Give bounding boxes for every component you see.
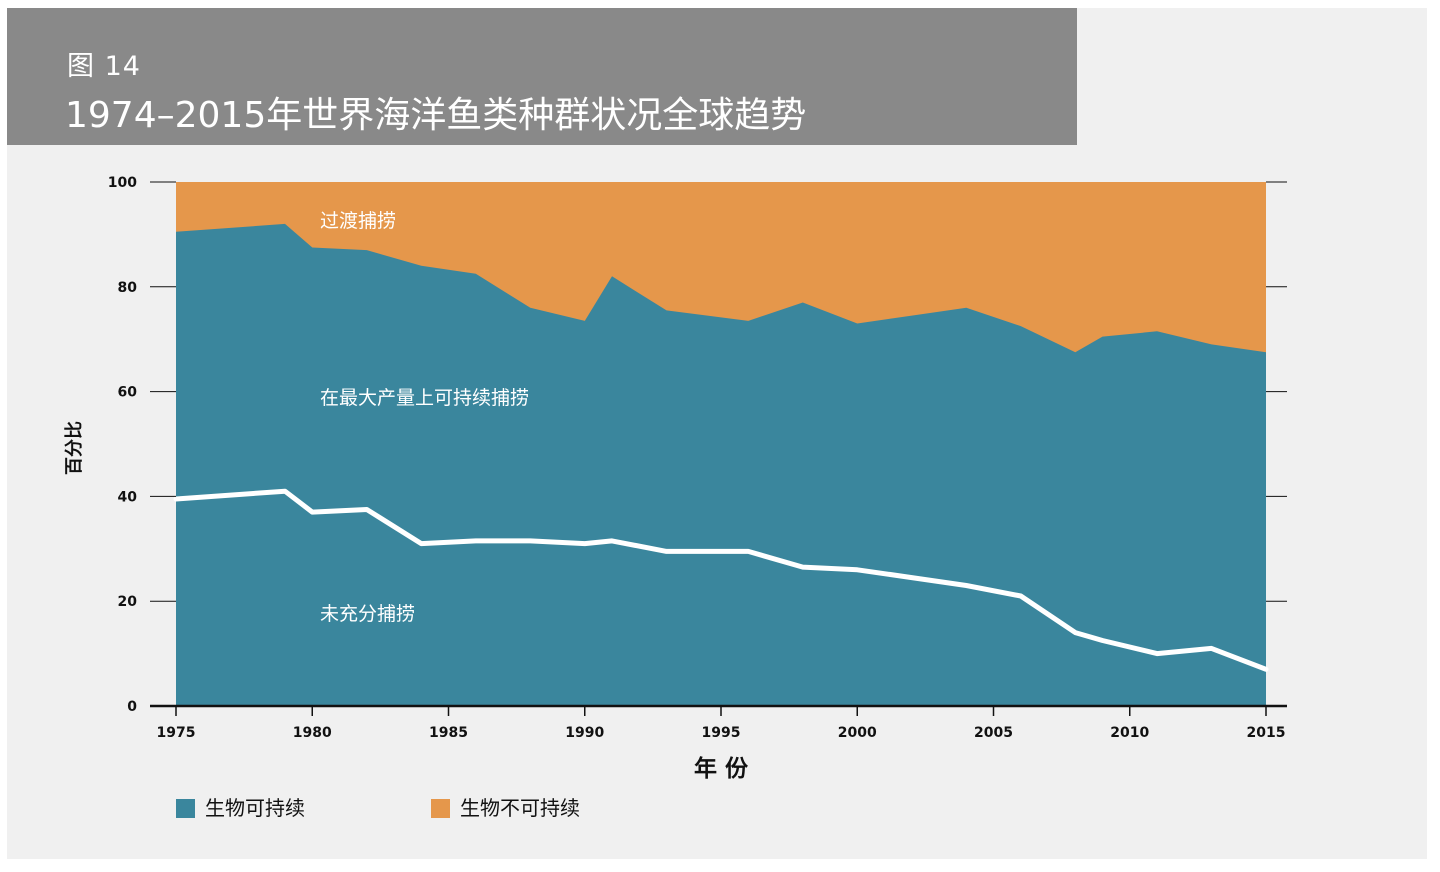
y-tick-label-40: 40 <box>118 489 138 505</box>
figure-title: 1974–2015年世界海洋鱼类种群状况全球趋势 <box>65 95 807 136</box>
legend-swatch-sustainable <box>176 799 195 818</box>
x-tick-labels: 1975 1980 1985 1990 1995 2000 2005 2010 2015 <box>157 725 1286 741</box>
legend-item-sustainable: 生物可持续 <box>176 792 305 821</box>
figure-label: 图 14 <box>67 51 141 82</box>
y-tick-label-100: 100 <box>108 175 137 191</box>
y-axis-label: 百分比 <box>64 421 85 475</box>
y-tick-labels: 0 20 40 60 80 100 <box>108 175 137 715</box>
legend-swatch-unsustainable <box>431 799 450 818</box>
x-tick-label-1990: 1990 <box>565 725 604 741</box>
plot-areas <box>173 182 1269 706</box>
x-tick-label-2015: 2015 <box>1247 725 1286 741</box>
legend-label-unsustainable: 生物不可持续 <box>460 796 580 820</box>
x-axis-label: 年 份 <box>694 755 749 782</box>
region-label-overfished: 过渡捕捞 <box>320 210 396 232</box>
x-tick-label-1980: 1980 <box>293 725 332 741</box>
y-tick-label-0: 0 <box>127 699 137 715</box>
x-tick-label-1995: 1995 <box>702 725 741 741</box>
y-tick-label-20: 20 <box>118 594 138 610</box>
y-tick-label-60: 60 <box>118 385 138 401</box>
x-tick-label-2005: 2005 <box>974 725 1013 741</box>
legend-item-unsustainable: 生物不可持续 <box>431 792 580 821</box>
region-label-max-sustainable: 在最大产量上可持续捕捞 <box>320 387 529 409</box>
region-label-underfished: 未充分捕捞 <box>320 603 415 625</box>
legend-label-sustainable: 生物可持续 <box>205 796 305 820</box>
area-sustainable <box>176 223 1266 706</box>
x-tick-label-1985: 1985 <box>429 725 468 741</box>
axes <box>150 704 1287 716</box>
underfished-line <box>173 488 1269 672</box>
x-tick-label-2010: 2010 <box>1110 725 1149 741</box>
y-gridline-ticks <box>150 181 1287 602</box>
y-tick-label-80: 80 <box>118 280 138 296</box>
x-tick-label-2000: 2000 <box>838 725 877 741</box>
figure-header: 图 14 1974–2015年世界海洋鱼类种群状况全球趋势 <box>7 8 1077 145</box>
x-tick-label-1975: 1975 <box>157 725 196 741</box>
